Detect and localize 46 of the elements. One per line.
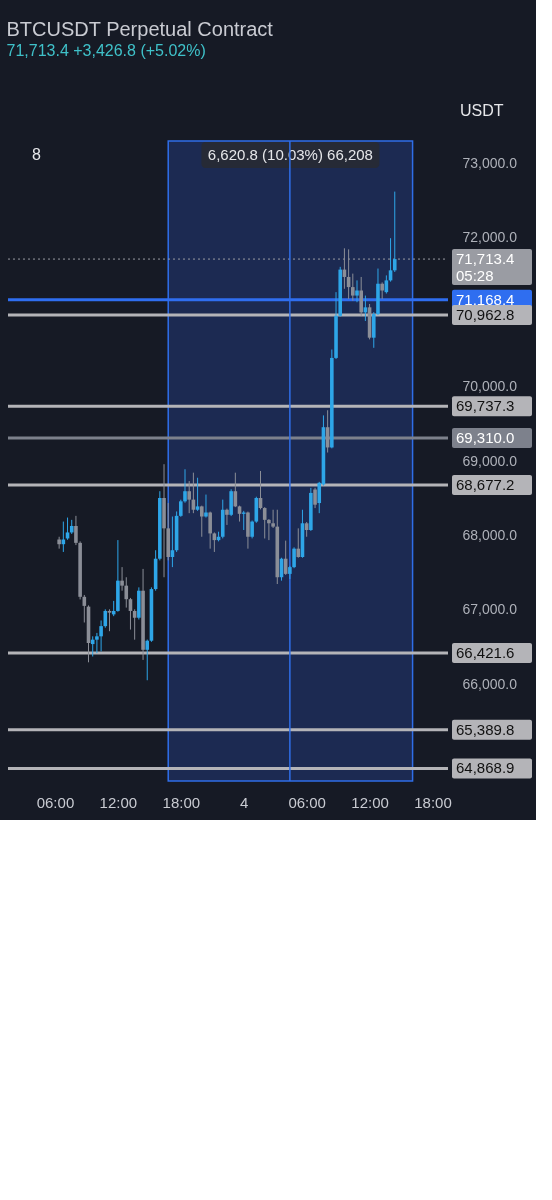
candlestick xyxy=(195,477,200,512)
x-tick-label: 4 xyxy=(240,793,249,811)
ref-line-label: 71,713.4 05:28 xyxy=(456,250,515,285)
x-tick-label: 06:00 xyxy=(288,793,326,811)
annotation: 8 xyxy=(32,146,41,163)
x-tick-label: 12:00 xyxy=(99,793,138,811)
ref-line-label: 64,868.9 xyxy=(456,759,515,777)
candlestick xyxy=(392,191,397,273)
ref-line-label: 71,168.4 xyxy=(456,290,515,308)
candlestick xyxy=(225,508,229,526)
candlestick xyxy=(351,273,355,302)
candlestick xyxy=(296,527,301,559)
candlestick xyxy=(187,480,191,514)
candlestick xyxy=(57,536,61,550)
candlestick xyxy=(90,635,95,657)
candlestick xyxy=(199,505,204,538)
y-tick-label: 69,000.0 xyxy=(462,452,518,469)
ref-line-label: 66,421.6 xyxy=(456,643,515,661)
y-tick-label: 66,000.0 xyxy=(462,675,518,692)
candlestick xyxy=(241,510,246,531)
ref-line-label: 69,737.3 xyxy=(456,397,515,415)
candlestick xyxy=(313,487,317,509)
x-tick-label: 12:00 xyxy=(351,793,389,811)
candlestick xyxy=(145,639,150,681)
x-tick-label: 06:00 xyxy=(36,793,75,811)
ref-line-label: 65,389.8 xyxy=(456,720,515,738)
candlestick xyxy=(355,279,359,303)
candlestick xyxy=(359,276,363,317)
ref-line-label: 70,962.8 xyxy=(456,305,515,323)
y-tick-label: 72,000.0 xyxy=(462,229,518,246)
chart-subtitle: 71,713.4 +3,426.8 (+5.02%) xyxy=(6,42,206,59)
candlestick xyxy=(262,506,267,539)
x-tick-label: 18:00 xyxy=(162,793,201,811)
ref-line-label: 68,677.2 xyxy=(456,476,515,494)
candlestick xyxy=(107,608,112,632)
ref-line-label: 69,310.0 xyxy=(456,428,515,446)
candlestick xyxy=(208,511,212,550)
y-tick-label: 70,000.0 xyxy=(462,378,518,395)
text: USDT xyxy=(460,102,504,119)
candlestick xyxy=(204,494,208,519)
chart-title: BTCUSDT Perpetual Contract xyxy=(6,18,274,40)
y-tick-label: 67,000.0 xyxy=(462,601,518,618)
y-tick-label: 68,000.0 xyxy=(462,526,518,543)
candlestick xyxy=(229,488,233,517)
x-tick-label: 18:00 xyxy=(414,793,452,811)
y-tick-label: 73,000.0 xyxy=(462,154,518,171)
